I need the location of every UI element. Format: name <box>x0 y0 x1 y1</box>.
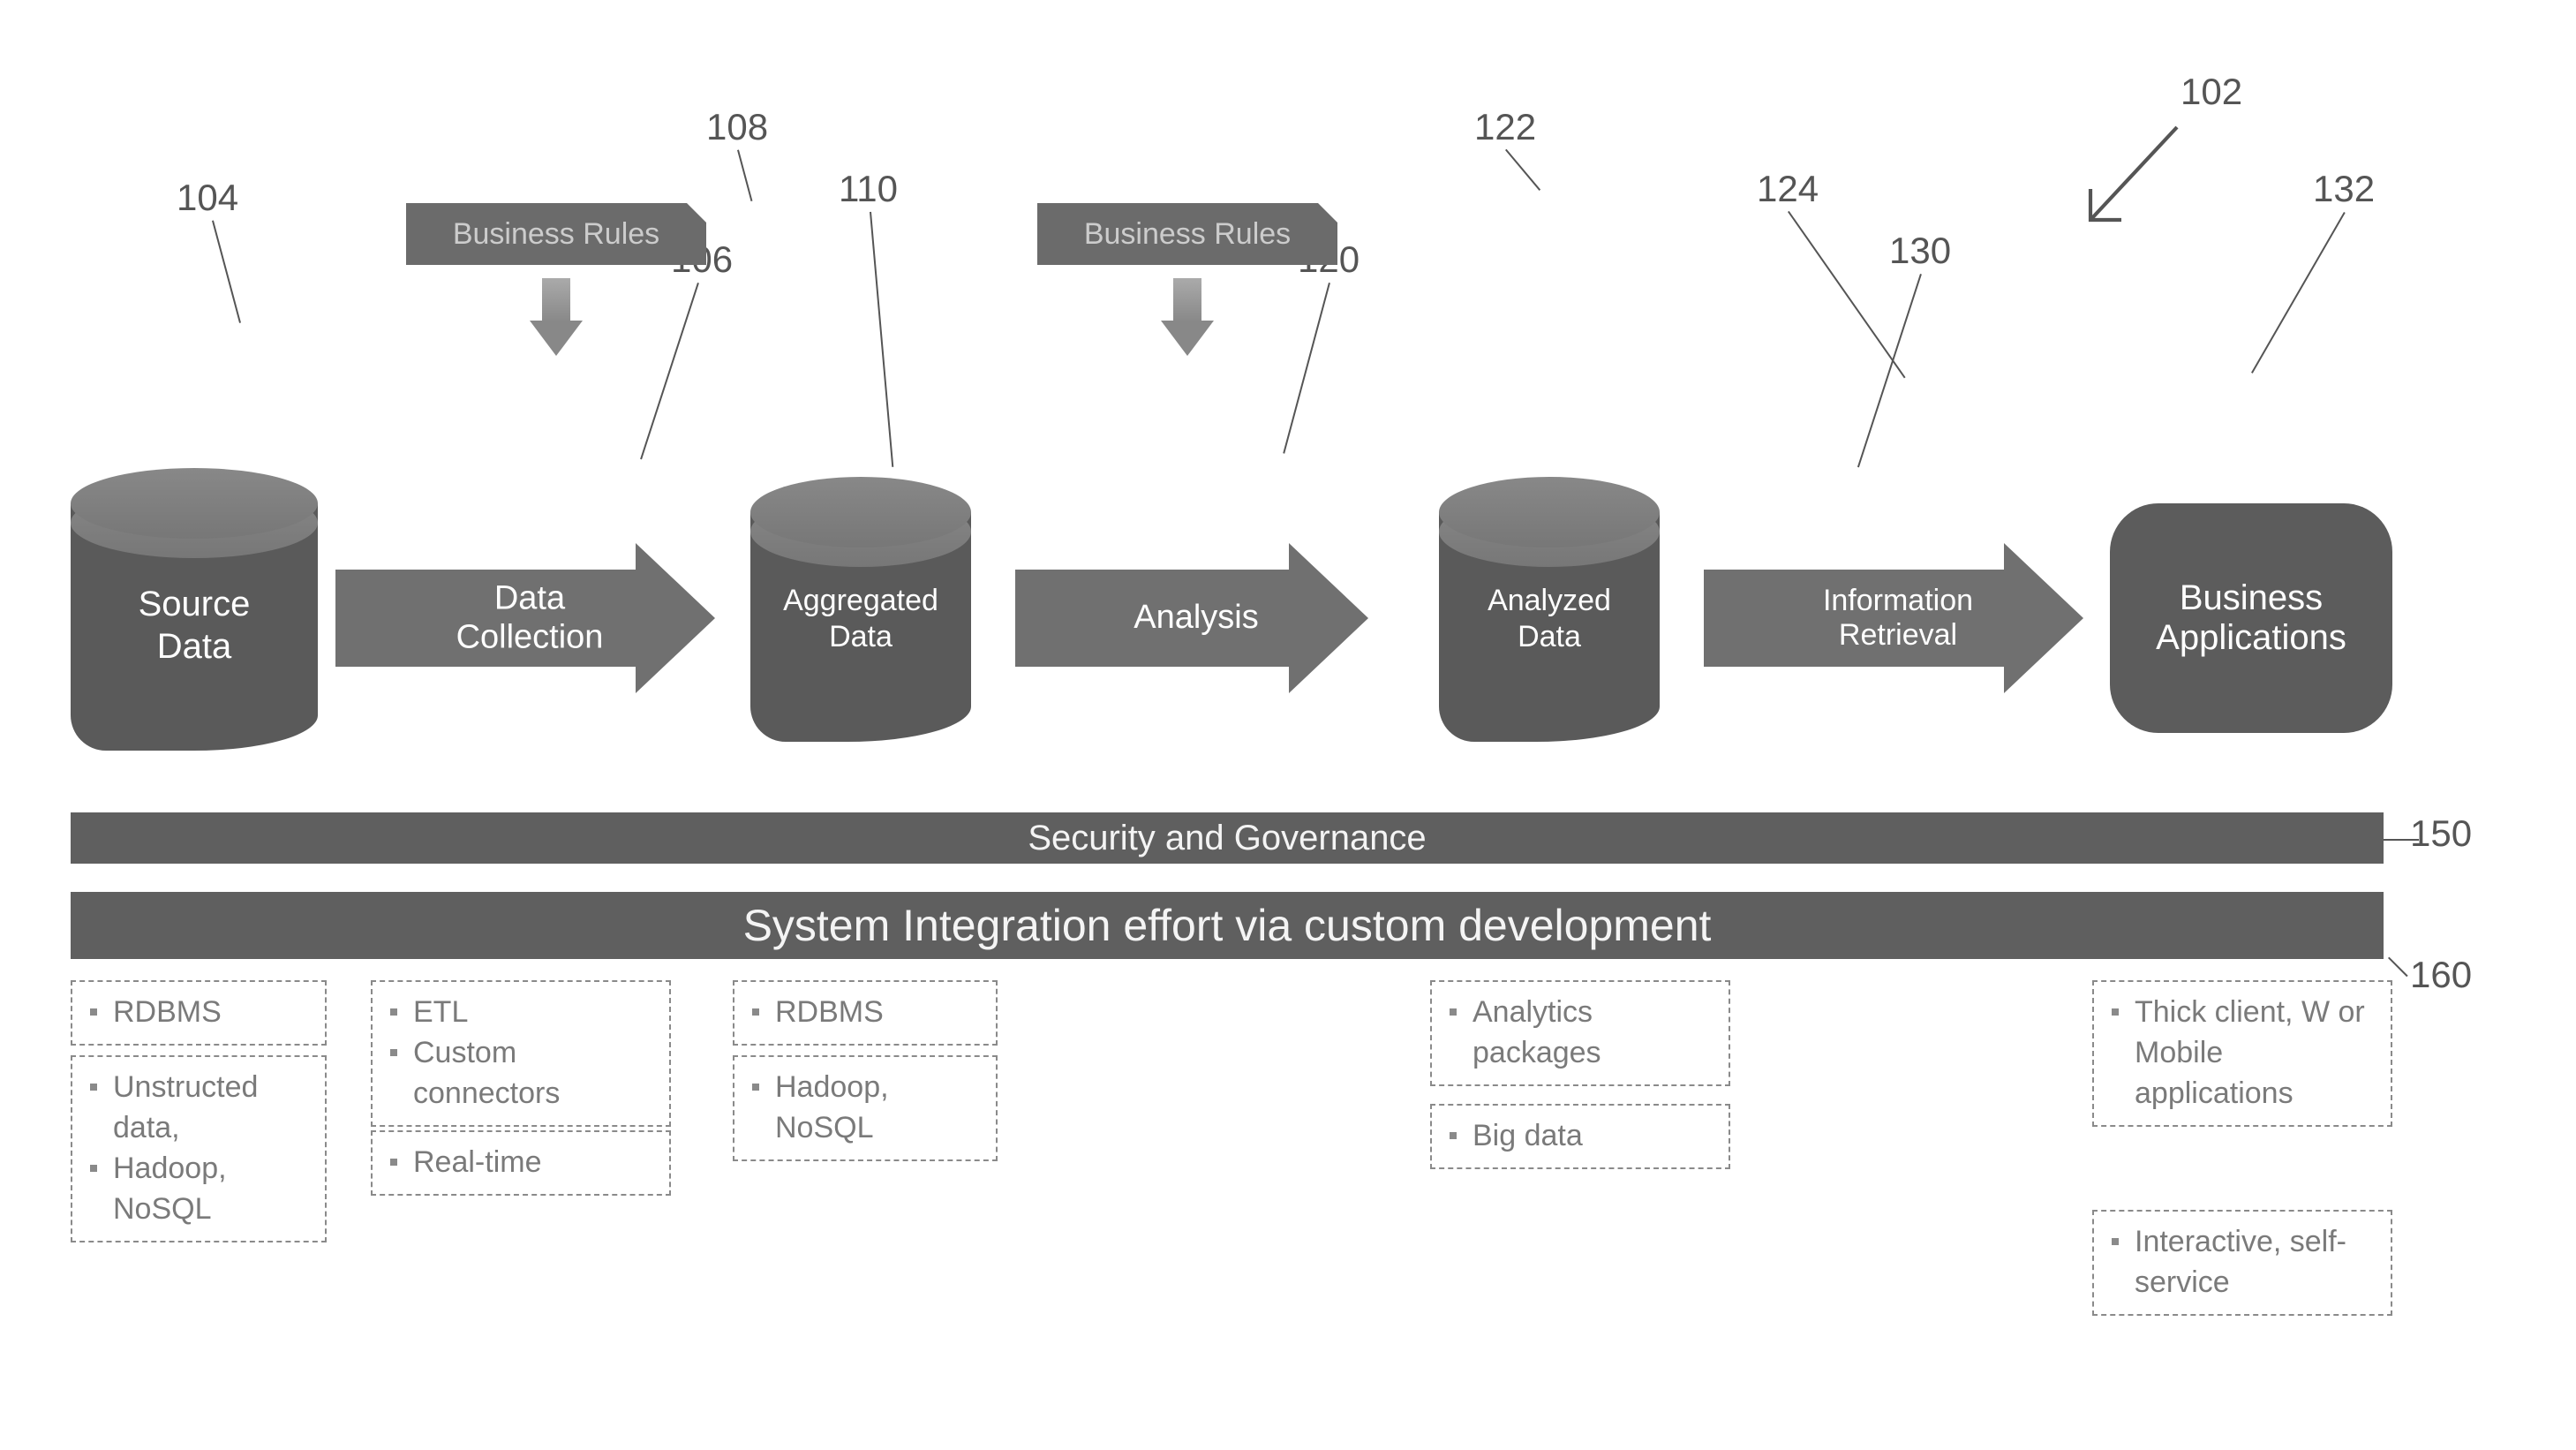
business-rules-2-label: Business Rules <box>1084 217 1291 252</box>
tech-col1-b: Unstructed data,Hadoop, NoSQL <box>71 1055 327 1242</box>
leader-104 <box>212 220 241 322</box>
tech-item: Hadoop, NoSQL <box>81 1149 313 1230</box>
tech-col1-a: RDBMS <box>71 980 327 1046</box>
business-rules-1: Business Rules <box>406 203 706 265</box>
tech-item: Interactive, self-service <box>2103 1222 2378 1303</box>
ref-122: 122 <box>1474 106 1536 148</box>
cylinder-aggregated-data: AggregatedData <box>750 477 971 742</box>
down-arrow-1 <box>530 278 583 358</box>
ref-124: 124 <box>1757 168 1819 210</box>
tech-col4-a: Analytics packages <box>1430 980 1730 1086</box>
business-rules-2: Business Rules <box>1037 203 1337 265</box>
down-arrow-2 <box>1161 278 1214 358</box>
tech-col3-b: Hadoop, NoSQL <box>733 1055 998 1161</box>
diagram-stage: 104 108 106 110 122 120 124 130 102 132 … <box>71 106 2507 1431</box>
tech-item: RDBMS <box>743 993 983 1033</box>
business-applications-label: BusinessApplications <box>2156 578 2346 658</box>
tech-col5-a: Thick client, W or Mobile applications <box>2092 980 2392 1127</box>
tech-item: ETL <box>381 993 657 1033</box>
tech-item: Real-time <box>381 1143 657 1183</box>
tech-col2-a: ETLCustom connectors <box>371 980 671 1127</box>
tech-col3-a: RDBMS <box>733 980 998 1046</box>
security-governance-band: Security and Governance <box>71 812 2384 864</box>
security-governance-label: Security and Governance <box>1028 819 1426 858</box>
business-rules-1-label: Business Rules <box>453 217 659 252</box>
analysis-label: Analysis <box>1024 599 1368 638</box>
ref-104: 104 <box>177 177 238 219</box>
tech-item: Custom connectors <box>381 1033 657 1114</box>
leader-122 <box>1505 149 1540 191</box>
system-integration-label: System Integration effort via custom dev… <box>743 900 1712 951</box>
leader-130 <box>1857 274 1922 467</box>
cylinder-analyzed-data: AnalyzedData <box>1439 477 1660 742</box>
leader-124 <box>1788 211 1906 379</box>
tech-col2-b: Real-time <box>371 1130 671 1196</box>
leader-160 <box>2388 957 2408 978</box>
ref-150: 150 <box>2410 812 2472 855</box>
tech-item: Unstructed data, <box>81 1068 313 1149</box>
tech-col5-b: Interactive, self-service <box>2092 1210 2392 1316</box>
ref-108: 108 <box>706 106 768 148</box>
analyzed-data-label: AnalyzedData <box>1439 583 1660 655</box>
arrow-analysis: Analysis <box>1015 543 1368 693</box>
tech-item: Big data <box>1441 1116 1716 1157</box>
ref-132: 132 <box>2313 168 2375 210</box>
cylinder-source-data: SourceData <box>71 468 318 751</box>
info-retrieval-label: InformationRetrieval <box>1713 584 2083 653</box>
tech-item: Hadoop, NoSQL <box>743 1068 983 1149</box>
data-collection-label: DataCollection <box>344 579 715 656</box>
aggregated-data-label: AggregatedData <box>750 583 971 655</box>
source-data-label: SourceData <box>71 583 318 668</box>
leader-150 <box>2384 839 2419 841</box>
arrow-102 <box>2066 115 2189 238</box>
leader-108 <box>737 149 752 200</box>
tech-col4-b: Big data <box>1430 1104 1730 1169</box>
leader-120 <box>1283 283 1330 454</box>
leader-110 <box>870 212 893 467</box>
arrow-info-retrieval: InformationRetrieval <box>1704 543 2083 693</box>
system-integration-band: System Integration effort via custom dev… <box>71 892 2384 959</box>
tech-item: Analytics packages <box>1441 993 1716 1074</box>
arrow-data-collection: DataCollection <box>335 543 715 693</box>
ref-160: 160 <box>2410 954 2472 996</box>
ref-130: 130 <box>1889 230 1951 272</box>
leader-132 <box>2251 212 2346 374</box>
business-applications: BusinessApplications <box>2110 503 2392 733</box>
tech-item: Thick client, W or Mobile applications <box>2103 993 2378 1114</box>
tech-item: RDBMS <box>81 993 313 1033</box>
ref-110: 110 <box>839 168 898 210</box>
leader-106 <box>640 283 699 459</box>
ref-102: 102 <box>2181 71 2242 113</box>
